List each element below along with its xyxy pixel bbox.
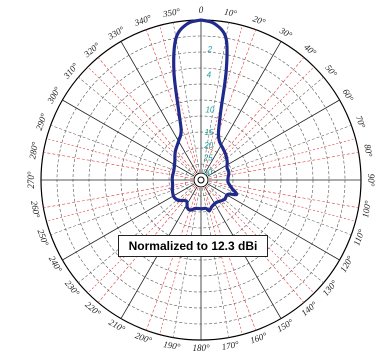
grid-spoke — [50, 124, 194, 178]
radial-label: 2 — [207, 45, 213, 54]
angle-label: 260° — [29, 200, 42, 219]
polar-grid — [40, 19, 362, 341]
grid-spoke-red — [220, 138, 356, 176]
angle-label: 180° — [192, 343, 210, 353]
angle-label: 50° — [323, 63, 339, 79]
grid-spoke — [203, 187, 257, 331]
grid-spoke — [78, 184, 196, 284]
grid-spoke — [208, 182, 352, 236]
angle-label: 160° — [249, 330, 269, 345]
grid-spoke — [62, 99, 195, 177]
angle-label: 80° — [362, 143, 374, 158]
grid-spoke-red — [87, 66, 188, 167]
grid-spoke — [208, 181, 359, 209]
angle-label: 340° — [132, 13, 153, 29]
radial-label: 10 — [205, 106, 214, 115]
grid-spoke — [43, 151, 194, 179]
grid-spoke — [97, 57, 197, 175]
angle-label: 130° — [320, 278, 339, 298]
center-dot — [197, 176, 205, 184]
normalization-annotation: Normalized to 12.3 dBi — [118, 235, 268, 257]
angle-label: 270° — [26, 171, 36, 189]
angle-label: 230° — [63, 278, 82, 298]
grid-spoke — [202, 187, 230, 338]
angle-label: 250° — [35, 228, 50, 248]
radial-label: 25 — [203, 154, 213, 163]
angle-label: 10° — [223, 7, 238, 19]
angle-label: 100° — [360, 200, 373, 219]
grid-spoke — [203, 29, 257, 173]
pattern-series — [170, 18, 239, 213]
angle-label: 20° — [251, 13, 267, 27]
grid-spoke — [50, 182, 194, 236]
grid-spoke-red — [214, 66, 315, 167]
angle-label: 30° — [277, 25, 294, 41]
radial-label: 30 — [203, 168, 212, 177]
angle-label: 150° — [275, 317, 295, 334]
angle-label: 190° — [163, 339, 182, 352]
radial-label: 20 — [203, 141, 213, 150]
angle-label: 120° — [338, 254, 355, 274]
angle-label: 290° — [34, 112, 49, 132]
grid-spoke — [172, 187, 200, 338]
grid-spoke — [205, 57, 305, 175]
angle-label: 0 — [199, 5, 204, 15]
grid-spoke-red — [46, 138, 182, 176]
radial-label: 4 — [207, 70, 212, 79]
angle-label: 140° — [299, 299, 319, 318]
angle-label: 200° — [134, 330, 154, 345]
grid-spoke-red — [220, 184, 356, 222]
angle-label: 170° — [221, 339, 240, 352]
grid-spoke-red — [205, 199, 243, 335]
grid-spoke — [207, 99, 340, 177]
center-ring — [193, 172, 209, 188]
radial-scale-labels: 2 4 10 15 20 25 30 — [203, 45, 215, 177]
angle-label: 280° — [27, 141, 40, 160]
angle-label: 210° — [107, 317, 127, 334]
angle-label: 110° — [351, 228, 366, 247]
grid-spoke — [202, 22, 230, 173]
angle-label: 60° — [341, 87, 356, 103]
angle-label: 40° — [302, 42, 318, 58]
angle-label: 90° — [366, 174, 376, 187]
pattern-line — [170, 18, 239, 213]
angle-label: 220° — [83, 299, 103, 318]
grid-spoke — [43, 181, 194, 209]
angle-label: 300° — [45, 85, 63, 106]
angle-label: 70° — [354, 114, 368, 130]
grid-spoke — [208, 151, 359, 179]
grid-spoke — [120, 41, 198, 174]
grid-spoke — [172, 22, 200, 173]
grid-spoke-red — [46, 184, 182, 222]
grid-spoke-red — [159, 199, 197, 335]
grid-spoke — [207, 183, 340, 261]
grid-spoke — [208, 124, 352, 178]
angle-label: 330° — [105, 24, 126, 42]
angle-label: 350° — [161, 6, 181, 19]
radial-label: 15 — [205, 128, 214, 137]
grid-spoke — [206, 184, 324, 284]
angle-label: 240° — [47, 254, 64, 274]
grid-spoke — [145, 29, 199, 173]
grid-spoke — [204, 41, 282, 174]
